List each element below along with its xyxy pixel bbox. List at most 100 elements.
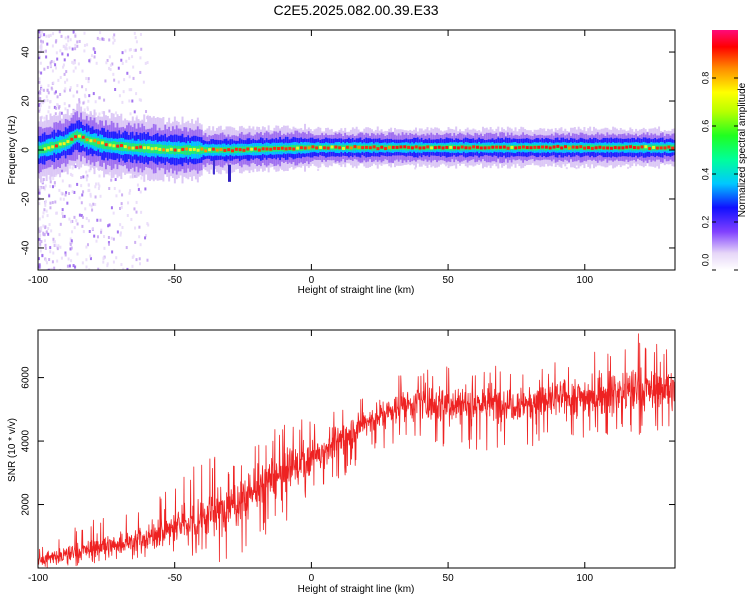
- noise-cell: [123, 78, 126, 82]
- noise-cell: [76, 252, 79, 256]
- band-cell: [160, 144, 163, 154]
- noise-cell: [44, 246, 47, 250]
- core-cell: [284, 147, 288, 151]
- core-cell: [196, 148, 200, 152]
- core-cell: [116, 144, 120, 148]
- band-cell: [145, 144, 148, 153]
- noise-cell: [97, 267, 100, 270]
- core-cell: [372, 145, 376, 149]
- core-cell: [276, 147, 280, 151]
- band-cell: [45, 143, 48, 153]
- noise-cell: [42, 88, 45, 92]
- noise-cell: [112, 41, 115, 45]
- noise-cell: [138, 262, 141, 266]
- noise-cell: [90, 54, 93, 58]
- noise-cell: [87, 219, 90, 223]
- band-cell: [210, 146, 213, 154]
- noise-cell: [101, 37, 104, 41]
- noise-cell: [128, 75, 131, 79]
- band-cell: [99, 138, 102, 148]
- core-cell: [579, 145, 583, 149]
- band-cell: [623, 144, 626, 151]
- noise-cell: [69, 38, 72, 42]
- noise-cell: [134, 240, 137, 244]
- noise-cell: [133, 31, 136, 35]
- core-cell: [349, 146, 353, 150]
- band-cell: [577, 144, 580, 151]
- noise-cell: [60, 111, 63, 115]
- noise-cell: [61, 212, 64, 216]
- noise-cell: [53, 60, 56, 64]
- colorbar-gradient: [712, 30, 738, 270]
- band-cell: [41, 144, 44, 154]
- noise-cell: [125, 246, 128, 250]
- noise-cell: [39, 187, 42, 191]
- core-cell: [598, 145, 602, 149]
- noise-cell: [103, 246, 106, 250]
- core-cell: [200, 147, 204, 151]
- noise-cell: [67, 35, 70, 39]
- noise-cell: [52, 185, 55, 189]
- noise-cell: [45, 258, 48, 262]
- noise-cell: [139, 32, 142, 36]
- core-cell: [353, 145, 357, 149]
- band-cell: [638, 144, 641, 151]
- noise-cell: [38, 202, 41, 206]
- noise-cell: [108, 109, 111, 113]
- noise-cell: [145, 234, 148, 238]
- band-cell: [619, 144, 622, 151]
- noise-cell: [51, 201, 54, 205]
- noise-cell: [39, 91, 42, 95]
- noise-cell: [70, 246, 73, 250]
- noise-cell: [64, 193, 67, 197]
- noise-cell: [97, 187, 100, 191]
- core-cell: [364, 145, 368, 149]
- noise-cell: [138, 225, 141, 229]
- noise-cell: [94, 185, 97, 189]
- band-cell: [194, 145, 197, 155]
- core-cell: [407, 145, 411, 149]
- band-cell: [348, 144, 351, 151]
- core-cell: [583, 146, 587, 150]
- noise-cell: [113, 268, 116, 270]
- noise-cell: [38, 237, 41, 241]
- noise-cell: [69, 184, 72, 188]
- noise-cell: [71, 241, 74, 245]
- noise-cell: [68, 104, 71, 108]
- noise-cell: [78, 98, 81, 102]
- noise-cell: [38, 107, 41, 111]
- noise-cell: [62, 197, 65, 201]
- noise-cell: [49, 64, 52, 68]
- band-cell: [631, 144, 634, 151]
- band-cell: [612, 144, 615, 151]
- noise-cell: [110, 236, 113, 240]
- band-cell: [374, 144, 377, 151]
- noise-cell: [95, 182, 98, 186]
- core-cell: [227, 148, 231, 152]
- band-cell: [302, 144, 305, 151]
- core-cell: [613, 146, 617, 150]
- core-cell: [586, 146, 590, 150]
- noise-cell: [40, 84, 43, 88]
- noise-cell: [38, 30, 41, 34]
- noise-cell: [51, 69, 54, 73]
- core-cell: [296, 146, 300, 150]
- noise-cell: [97, 182, 100, 186]
- noise-cell: [64, 107, 67, 111]
- noise-cell: [117, 66, 120, 70]
- noise-cell: [53, 266, 56, 270]
- band-cell: [325, 144, 328, 151]
- band-cell: [321, 145, 324, 151]
- core-cell: [399, 145, 403, 149]
- core-cell: [449, 145, 453, 149]
- band-cell: [543, 144, 546, 151]
- noise-cell: [49, 201, 52, 205]
- band-cell: [367, 145, 370, 150]
- band-cell: [370, 144, 373, 151]
- noise-cell: [62, 44, 65, 48]
- noise-cell: [38, 240, 41, 244]
- noise-cell: [134, 36, 137, 40]
- noise-cell: [88, 268, 91, 270]
- noise-cell: [71, 173, 74, 177]
